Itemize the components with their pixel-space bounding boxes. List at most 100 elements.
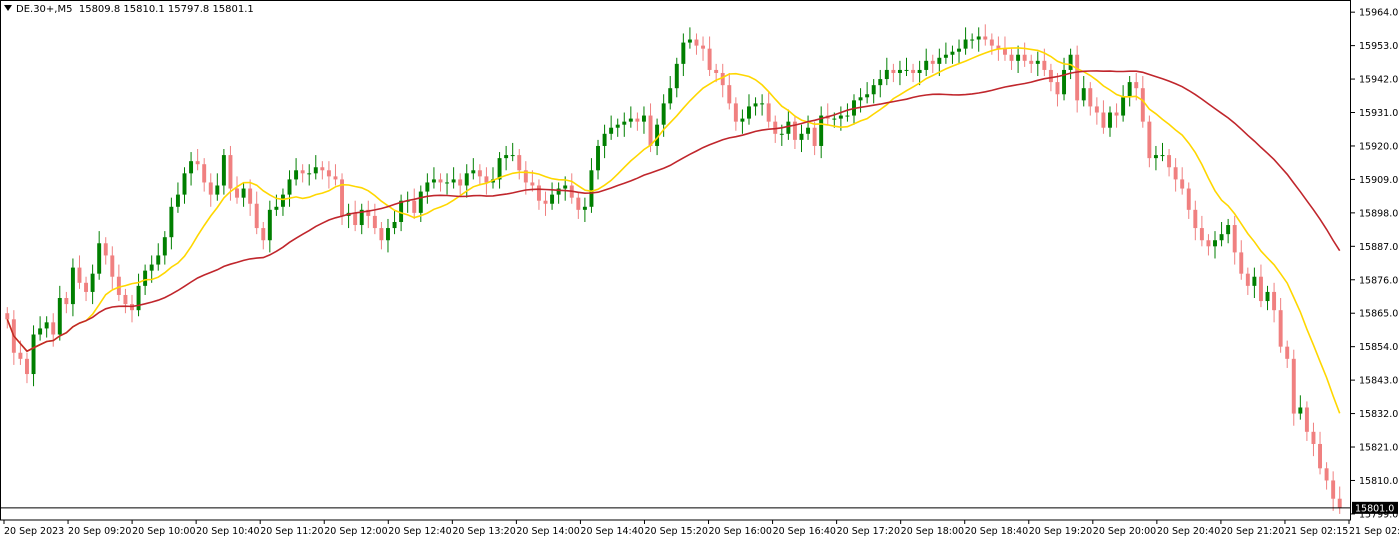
- candle-body: [694, 39, 699, 46]
- x-tick-label: 20 Sep 19:20: [1029, 526, 1092, 537]
- candle-body: [1009, 54, 1014, 61]
- candle-body: [116, 276, 121, 295]
- x-tick-label: 20 Sep 14:40: [580, 526, 643, 537]
- candle-body: [497, 158, 502, 180]
- candle-body: [1285, 346, 1290, 359]
- candle-body: [1213, 240, 1217, 247]
- candle-body: [674, 63, 679, 89]
- candle-body: [280, 194, 285, 207]
- candle-body: [1153, 155, 1158, 159]
- candle-body: [136, 285, 141, 311]
- last-price-label: 15801.0: [1355, 503, 1394, 514]
- candle-body: [1331, 480, 1336, 499]
- x-tick-label: 20 Sep 15:20: [644, 526, 707, 537]
- candle-body: [819, 115, 824, 146]
- candle-body: [648, 115, 653, 146]
- candle-body: [786, 121, 791, 134]
- candle-body: [911, 69, 916, 73]
- chart-symbol: DE.30+,M5: [16, 4, 73, 15]
- x-tick-label: 20 Sep 12:40: [388, 526, 451, 537]
- candle-body: [753, 103, 758, 107]
- y-tick-label: 15843.0: [1359, 376, 1398, 387]
- candle-body: [832, 118, 837, 120]
- candle-body: [924, 60, 929, 70]
- candle-body: [727, 85, 732, 104]
- candle-body: [504, 155, 509, 159]
- y-tick-label: 15942.0: [1359, 75, 1398, 86]
- candle-body: [517, 155, 522, 171]
- candle-body: [602, 133, 607, 146]
- candle-body: [530, 182, 535, 186]
- candle-body: [156, 255, 161, 265]
- x-tick-label: 20 Sep 10:40: [196, 526, 259, 537]
- candle-body: [838, 115, 843, 119]
- last-price-marker: [1352, 501, 1398, 514]
- candle-body: [1173, 167, 1178, 180]
- candle-body: [1311, 431, 1316, 444]
- candle-body: [425, 182, 430, 192]
- candle-body: [1147, 121, 1152, 159]
- x-tick-label: 20 Sep 11:20: [260, 526, 323, 537]
- x-tick-label: 21 Sep 02:15: [1285, 526, 1348, 537]
- candle-body: [51, 322, 56, 335]
- y-tick-label: 15876.0: [1359, 275, 1398, 286]
- dropdown-triangle-icon[interactable]: [4, 5, 12, 11]
- candle-body: [1245, 273, 1250, 286]
- candle-body: [248, 188, 253, 204]
- candle-body: [687, 39, 692, 43]
- candle-body: [1062, 69, 1067, 95]
- candle-body: [84, 282, 89, 292]
- candle-body: [976, 36, 981, 40]
- y-tick-label: 15920.0: [1359, 141, 1398, 152]
- candle-body: [792, 121, 797, 140]
- candle-body: [1042, 60, 1047, 70]
- x-tick-label: 20 Sep 21:20: [1221, 526, 1284, 537]
- candle-body: [366, 209, 371, 216]
- x-tick-label: 20 Sep 2023: [4, 526, 64, 537]
- candle-body: [733, 103, 738, 122]
- candle-body: [1278, 310, 1283, 347]
- candle-body: [1140, 88, 1145, 122]
- candle-body: [510, 155, 515, 157]
- candle-body: [536, 185, 541, 201]
- x-tick-label: 21 Sep 02:55: [1349, 526, 1399, 537]
- x-tick-label: 20 Sep 12:00: [324, 526, 387, 537]
- x-tick-label: 20 Sep 18:40: [965, 526, 1028, 537]
- y-tick-label: 15854.0: [1359, 342, 1398, 353]
- candle-body: [169, 206, 174, 238]
- fast-moving-average-line: [6, 47, 1341, 414]
- candle-body: [550, 194, 555, 204]
- candle-body: [77, 267, 82, 283]
- candle-body: [412, 200, 417, 213]
- candle-body: [458, 179, 463, 186]
- candle-body: [681, 42, 686, 64]
- candle-body: [90, 273, 95, 292]
- candle-body: [1167, 155, 1172, 168]
- candle-body: [1016, 54, 1021, 61]
- candle-body: [1304, 407, 1309, 432]
- candle-body: [1048, 69, 1053, 83]
- candle-body: [806, 127, 811, 134]
- candle-body: [353, 212, 358, 226]
- candle-body: [937, 57, 942, 64]
- candle-body: [1193, 209, 1198, 229]
- candle-body: [582, 206, 587, 210]
- candle-body: [596, 145, 600, 171]
- candle-body: [64, 298, 69, 305]
- candle-body: [379, 228, 384, 241]
- candle-body: [543, 200, 548, 204]
- y-tick-label: 15821.0: [1359, 443, 1398, 454]
- candle-body: [858, 97, 863, 101]
- candle-body: [221, 155, 226, 186]
- candle-body: [655, 124, 660, 146]
- candle-body: [399, 200, 404, 222]
- chart-header: DE.30+,M5 15809.8 15810.1 15797.8 15801.…: [4, 4, 254, 15]
- candle-body: [228, 155, 233, 189]
- candle-body: [274, 206, 279, 210]
- y-tick-label: 15810.0: [1359, 476, 1398, 487]
- candle-body: [1180, 179, 1185, 189]
- y-tick-label: 15898.0: [1359, 208, 1398, 219]
- candle-body: [917, 69, 922, 73]
